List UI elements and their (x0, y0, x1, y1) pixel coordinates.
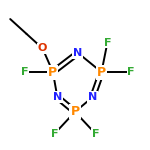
Text: P: P (97, 66, 106, 79)
Text: N: N (53, 92, 62, 102)
Text: F: F (51, 129, 58, 139)
Text: N: N (88, 92, 97, 102)
Text: O: O (38, 44, 47, 54)
Text: F: F (127, 67, 135, 77)
Text: F: F (104, 38, 111, 48)
Text: N: N (73, 48, 82, 58)
Text: P: P (70, 105, 80, 118)
Text: F: F (21, 67, 29, 77)
Text: F: F (92, 129, 99, 139)
Text: P: P (48, 66, 57, 79)
